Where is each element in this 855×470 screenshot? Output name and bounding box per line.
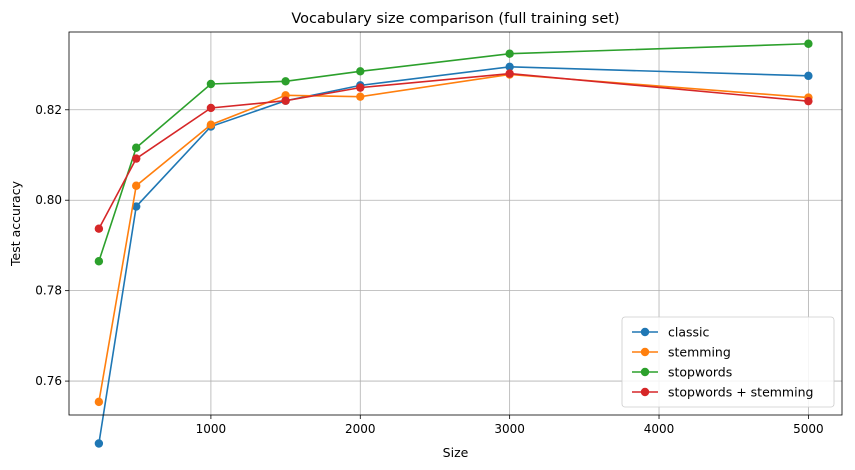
legend-label: stopwords: [668, 365, 732, 380]
data-point: [356, 83, 365, 92]
x-tick-label: 2000: [345, 422, 376, 436]
x-tick-label: 1000: [196, 422, 227, 436]
y-tick-label: 0.80: [35, 193, 62, 207]
data-point: [804, 71, 813, 81]
legend: classic stemming stopwords stopwords + stem…: [621, 316, 835, 408]
legend-item: stopwords: [632, 365, 732, 380]
data-point: [132, 154, 141, 163]
data-point: [206, 103, 216, 113]
series-stopwords-stemming: [94, 69, 813, 233]
y-tick-label: 0.76: [35, 374, 62, 388]
legend-marker: [640, 367, 650, 377]
y-tick-label: 0.78: [35, 284, 62, 298]
x-tick-label: 5000: [793, 422, 824, 436]
x-axis: 1000 2000 3000 4000 5000: [196, 415, 824, 436]
data-point: [804, 96, 813, 106]
legend-label: classic: [668, 325, 710, 340]
data-point: [505, 69, 514, 78]
data-point: [505, 62, 514, 72]
series-stopwords: [94, 39, 813, 266]
series-line: [98, 42, 809, 262]
data-point: [132, 202, 141, 211]
legend-label: stemming: [668, 345, 731, 360]
data-point: [94, 257, 104, 266]
data-point: [94, 439, 104, 448]
y-tick-label: 0.82: [35, 103, 62, 117]
y-axis: 0.76 0.78 0.80 0.82: [35, 103, 69, 388]
legend-item: stopwords + stemming: [632, 385, 813, 400]
plot-frame: [68, 31, 843, 416]
legend-marker: [640, 387, 650, 397]
legend-box: [621, 316, 835, 408]
data-point: [356, 92, 365, 101]
data-point: [356, 67, 365, 76]
data-point: [206, 79, 216, 89]
data-point: [281, 96, 290, 105]
data-point: [281, 77, 290, 86]
data-point: [804, 39, 813, 48]
data-point: [94, 224, 104, 233]
x-tick-label: 4000: [644, 422, 675, 436]
x-tick-label: 3000: [494, 422, 525, 436]
y-axis-label: Test accuracy: [8, 180, 23, 267]
legend-marker: [640, 327, 650, 337]
data-point: [206, 120, 216, 129]
legend-item: classic: [632, 325, 710, 340]
chart-title: Vocabulary size comparison (full trainin…: [291, 11, 619, 27]
x-axis-label: Size: [443, 445, 469, 460]
legend-item: stemming: [632, 345, 731, 360]
data-point: [132, 181, 141, 190]
data-point: [505, 49, 514, 58]
data-point: [132, 143, 141, 152]
series-group: [94, 39, 813, 448]
series-line: [98, 72, 809, 230]
data-point: [94, 397, 104, 407]
legend-marker: [640, 347, 650, 357]
legend-label: stopwords + stemming: [668, 385, 813, 400]
